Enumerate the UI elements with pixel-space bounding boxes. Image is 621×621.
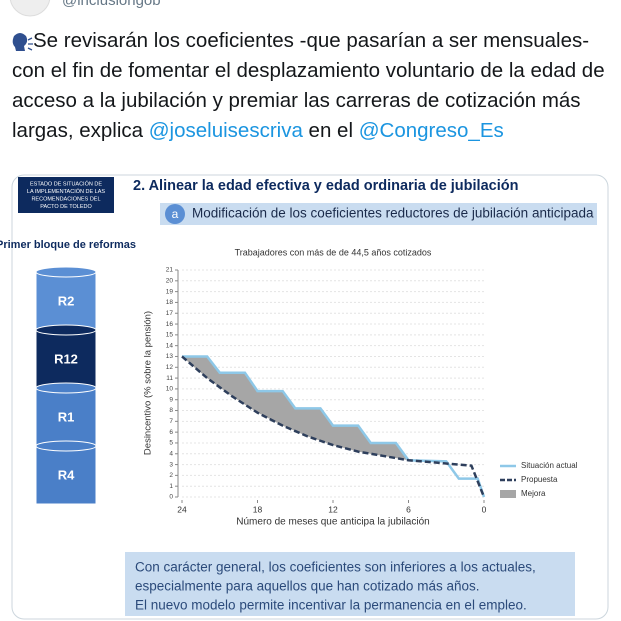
x-axis-label: Número de meses que anticipa la jubilaci… <box>236 517 429 528</box>
x-tick-label: 0 <box>482 504 487 514</box>
badge-text: LA IMPLEMENTACIÓN DE LAS <box>27 188 105 195</box>
emoji <box>12 33 28 51</box>
y-tick-label: 15 <box>166 332 174 339</box>
y-tick-label: 1 <box>169 483 173 490</box>
y-tick-label: 4 <box>169 450 173 457</box>
mention[interactable]: @Congreso_Es <box>358 119 504 142</box>
summary-line: El nuevo modelo permite incentivar la pe… <box>135 598 527 613</box>
subtitle-band <box>160 203 597 225</box>
y-tick-label: 13 <box>166 353 174 360</box>
block <box>35 387 97 447</box>
block-title: Primer bloque de reformas <box>0 239 136 251</box>
block-top <box>35 440 97 452</box>
subtitle-letter: a <box>172 207 179 221</box>
summary-box <box>125 552 575 616</box>
block <box>35 271 97 331</box>
y-tick-label: 6 <box>169 429 173 436</box>
legend-label: Propuesta <box>521 475 558 484</box>
x-tick-label: 12 <box>328 504 338 514</box>
y-tick-label: 2 <box>169 472 173 479</box>
legend-swatch <box>500 490 516 498</box>
block-label: R4 <box>58 467 75 482</box>
y-tick-label: 9 <box>169 396 173 403</box>
y-tick-label: 16 <box>166 321 174 328</box>
x-tick-label: 6 <box>406 504 411 514</box>
legend-label: Mejora <box>521 489 546 498</box>
block-label: R2 <box>58 293 75 308</box>
block-top <box>35 266 97 278</box>
subtitle: Modificación de los coeficientes reducto… <box>192 206 594 221</box>
handle: @inclusiongob <box>62 0 161 9</box>
y-tick-label: 11 <box>166 375 173 382</box>
badge-text: ESTADO DE SITUACIÓN DE <box>30 180 102 187</box>
y-axis-label: Desincentivo (% sobre la pensión) <box>143 311 154 455</box>
image-card <box>11 174 609 620</box>
series-line <box>181 355 486 498</box>
y-tick-label: 19 <box>166 288 174 295</box>
badge-box <box>18 177 114 213</box>
block-label: R1 <box>58 409 75 424</box>
x-tick-label: 18 <box>253 504 263 514</box>
block-top <box>35 324 97 336</box>
tweet-text: Se revisarán los coeficientes -que pasar… <box>12 26 612 146</box>
y-tick-label: 3 <box>169 461 173 468</box>
mention[interactable]: @joseluisescriva <box>148 119 303 142</box>
badge-text: PACTO DE TOLEDO <box>40 204 92 210</box>
y-tick-label: 21 <box>166 267 174 274</box>
badge-text: RECOMENDACIONES DEL <box>31 196 100 202</box>
chart-title: Trabajadores con más de de 44,5 años cot… <box>235 247 432 257</box>
y-tick-label: 10 <box>166 386 174 393</box>
tweet-body: en el <box>302 119 359 142</box>
avatar <box>9 0 51 17</box>
emoji-waves <box>27 37 33 51</box>
y-tick-label: 20 <box>166 278 174 285</box>
y-tick-label: 12 <box>166 364 174 371</box>
y-tick-label: 7 <box>169 418 173 425</box>
y-tick-label: 14 <box>166 342 174 349</box>
summary-line: especialmente para aquellos que han coti… <box>135 579 479 594</box>
slide-title: 2. Alinear la edad efectiva y edad ordin… <box>133 178 518 194</box>
block-label: R12 <box>54 351 78 366</box>
x-tick-label: 24 <box>177 504 187 514</box>
block <box>35 445 97 505</box>
block-top <box>35 382 97 394</box>
subtitle-circle <box>165 204 185 224</box>
y-tick-label: 17 <box>166 310 174 317</box>
legend-label: Situación actual <box>521 461 578 470</box>
summary-line: Con carácter general, los coeficientes s… <box>135 560 536 575</box>
y-tick-label: 0 <box>169 494 173 501</box>
y-tick-label: 18 <box>166 299 174 306</box>
y-tick-label: 5 <box>169 440 173 447</box>
series-line <box>182 355 486 498</box>
tweet-body: Se revisarán los coeficientes -que pasar… <box>12 29 605 142</box>
y-tick-label: 8 <box>169 407 173 414</box>
